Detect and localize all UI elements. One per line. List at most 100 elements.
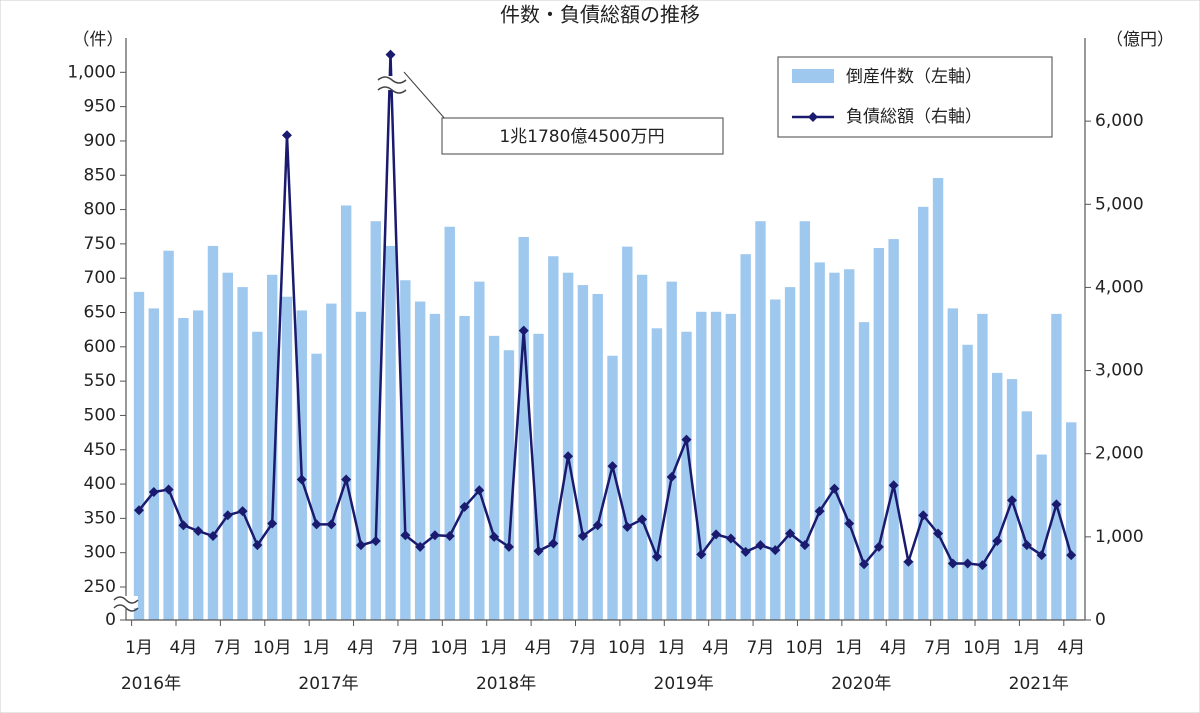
x-tick-label: 1月 bbox=[1013, 638, 1041, 658]
line-marker bbox=[844, 518, 855, 529]
line-marker bbox=[1021, 540, 1032, 551]
x-tick-label: 4月 bbox=[169, 638, 197, 658]
line-marker bbox=[829, 483, 840, 494]
line-marker bbox=[681, 434, 692, 445]
bar bbox=[281, 296, 293, 620]
line-marker bbox=[814, 506, 825, 517]
line-marker bbox=[785, 528, 796, 539]
line-marker bbox=[415, 541, 426, 552]
line-marker bbox=[992, 536, 1003, 547]
bar bbox=[577, 285, 589, 620]
bar bbox=[858, 322, 870, 620]
line-marker bbox=[873, 541, 884, 552]
annotation-leader bbox=[403, 71, 447, 121]
line-marker bbox=[400, 530, 411, 541]
line-marker bbox=[311, 519, 322, 530]
legend-label: 倒産件数（左軸） bbox=[846, 67, 982, 87]
line-marker bbox=[163, 484, 174, 495]
bar bbox=[903, 560, 914, 620]
x-tick-label: 7月 bbox=[214, 638, 242, 658]
bar bbox=[548, 256, 559, 620]
bar bbox=[355, 311, 367, 620]
line-marker bbox=[429, 530, 440, 541]
line-marker bbox=[740, 546, 751, 557]
bar bbox=[1021, 411, 1033, 620]
x-tick-label: 4月 bbox=[1057, 638, 1085, 658]
y2-tick-label: 1,000 bbox=[1095, 527, 1144, 547]
bar bbox=[252, 331, 263, 620]
bar bbox=[488, 335, 500, 620]
line-marker bbox=[799, 540, 810, 551]
line-marker bbox=[355, 540, 366, 551]
line-marker bbox=[518, 325, 529, 336]
y-tick-label: 850 bbox=[84, 165, 116, 185]
bar bbox=[385, 245, 396, 620]
y-tick-label: 0 bbox=[105, 610, 116, 630]
y-tick-label: 500 bbox=[84, 405, 116, 425]
line-marker bbox=[962, 558, 973, 569]
line-marker bbox=[755, 540, 766, 551]
y2-tick-label: 2,000 bbox=[1095, 444, 1144, 464]
bar bbox=[962, 344, 973, 620]
bar bbox=[222, 272, 233, 620]
line-marker bbox=[859, 559, 870, 570]
x-group-label: 2018年 bbox=[476, 674, 536, 694]
bar bbox=[918, 206, 929, 620]
bar bbox=[844, 269, 855, 620]
bar bbox=[518, 237, 529, 620]
line-marker bbox=[977, 560, 988, 571]
x-tick-label: 4月 bbox=[702, 638, 730, 658]
line-marker bbox=[267, 518, 278, 529]
bar bbox=[932, 177, 944, 620]
line-marker bbox=[281, 130, 292, 141]
bar bbox=[429, 313, 441, 620]
bar bbox=[503, 350, 515, 620]
y2-axis-label: （億円） bbox=[1106, 30, 1174, 50]
bar bbox=[133, 291, 145, 620]
x-tick-label: 10月 bbox=[786, 638, 825, 658]
line-marker bbox=[577, 531, 588, 542]
line-marker bbox=[326, 519, 337, 530]
line-marker bbox=[459, 501, 470, 512]
bar bbox=[163, 250, 174, 621]
line-marker bbox=[370, 536, 381, 547]
line-marker bbox=[607, 461, 618, 472]
y-tick-label: 300 bbox=[84, 543, 116, 563]
y-tick-label: 350 bbox=[84, 508, 116, 528]
line-marker bbox=[725, 533, 736, 544]
x-group-label: 2016年 bbox=[121, 674, 181, 694]
bar bbox=[977, 313, 988, 620]
x-tick-label: 10月 bbox=[608, 638, 647, 658]
bar bbox=[755, 221, 766, 620]
bar bbox=[474, 281, 485, 620]
y2-tick-label: 3,000 bbox=[1095, 361, 1144, 381]
line-marker bbox=[711, 529, 722, 540]
y-tick-label: 950 bbox=[84, 97, 116, 117]
x-tick-label: 1月 bbox=[658, 638, 686, 658]
bar bbox=[370, 221, 381, 620]
bar bbox=[710, 311, 722, 620]
line-marker bbox=[237, 506, 248, 517]
bar bbox=[799, 221, 811, 620]
bar bbox=[636, 274, 648, 620]
x-tick-label: 7月 bbox=[391, 638, 419, 658]
bar bbox=[622, 246, 633, 620]
x-tick-label: 10月 bbox=[963, 638, 1002, 658]
x-tick-label: 1月 bbox=[303, 638, 331, 658]
y2-tick-label: 5,000 bbox=[1095, 194, 1144, 214]
bar bbox=[207, 245, 219, 620]
bar bbox=[266, 274, 278, 620]
bar bbox=[651, 328, 663, 620]
bar bbox=[444, 226, 455, 620]
line-marker bbox=[193, 526, 204, 537]
bar bbox=[666, 281, 677, 620]
bar bbox=[829, 272, 840, 620]
legend-marker bbox=[808, 112, 818, 122]
bar bbox=[681, 331, 692, 620]
x-tick-label: 7月 bbox=[747, 638, 775, 658]
line-marker bbox=[1036, 550, 1047, 561]
bar bbox=[888, 239, 899, 621]
line-marker bbox=[178, 520, 189, 531]
line-marker bbox=[888, 480, 899, 491]
